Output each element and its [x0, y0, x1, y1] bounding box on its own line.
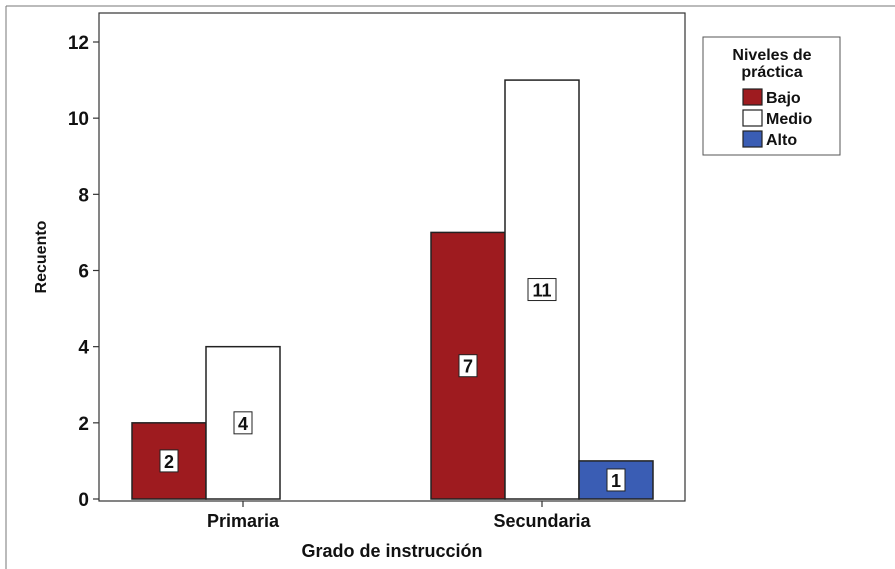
x-category-label: Secundaria — [493, 511, 591, 531]
data-label-value: 11 — [532, 281, 551, 301]
data-label: 1 — [606, 468, 626, 492]
bars-group — [131, 79, 654, 500]
x-axis: Primaria Secundaria — [207, 501, 592, 531]
data-label-value: 2 — [164, 452, 174, 472]
legend-label-alto: Alto — [766, 132, 797, 149]
legend-items: Bajo Medio Alto — [742, 88, 812, 149]
y-tick-label: 4 — [78, 338, 89, 359]
legend-swatch-alto — [742, 130, 763, 148]
data-label: 4 — [233, 411, 253, 435]
plot-area — [98, 12, 686, 502]
x-axis-title: Grado de instrucción — [301, 541, 482, 561]
data-label-value: 4 — [238, 414, 248, 434]
y-tick-label: 8 — [78, 185, 89, 206]
legend-label-bajo: Bajo — [766, 90, 801, 107]
y-tick-label: 10 — [68, 109, 89, 130]
data-label-value: 7 — [463, 357, 473, 377]
y-tick-label: 12 — [68, 33, 89, 54]
legend-label-medio: Medio — [766, 111, 812, 128]
data-label: 2 — [159, 449, 179, 473]
data-label-box — [458, 354, 478, 378]
y-axis-title: Recuento — [33, 220, 50, 293]
data-label-box — [233, 411, 253, 435]
legend-swatch-medio — [742, 109, 763, 127]
legend-title-line2: práctica — [741, 64, 802, 81]
bar-medio-secundaria — [504, 79, 580, 500]
y-tick-label: 2 — [78, 414, 89, 435]
y-tick-label: 0 — [78, 490, 89, 511]
legend-title-line1: Niveles de — [732, 47, 811, 64]
data-label-box — [159, 449, 179, 473]
data-label-box — [527, 278, 557, 302]
legend-swatch-bajo — [742, 88, 763, 106]
data-label-box — [606, 468, 626, 492]
legend-box — [702, 36, 841, 156]
y-tick-label: 6 — [78, 262, 89, 283]
data-label-value: 1 — [611, 471, 621, 491]
legend: Niveles de práctica Bajo Medio Alto — [702, 36, 841, 156]
y-axis: 0 2 4 6 8 10 12 — [68, 33, 99, 511]
data-label: 11 — [527, 278, 557, 302]
x-category-label: Primaria — [207, 511, 280, 531]
data-label: 7 — [458, 354, 478, 378]
